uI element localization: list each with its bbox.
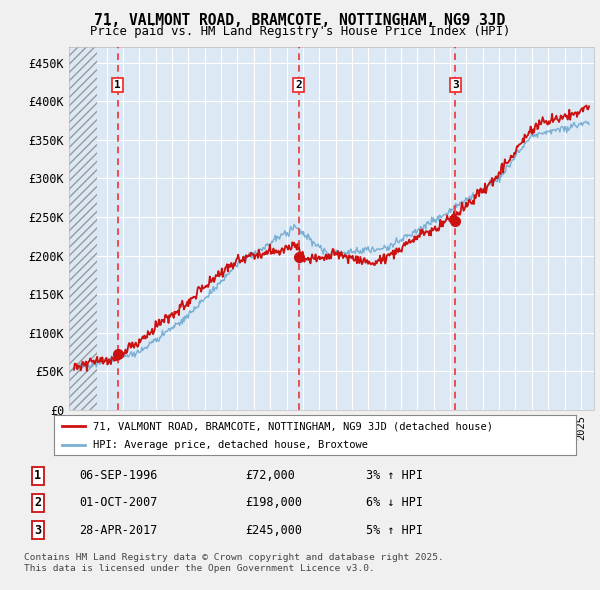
Text: 71, VALMONT ROAD, BRAMCOTE, NOTTINGHAM, NG9 3JD (detached house): 71, VALMONT ROAD, BRAMCOTE, NOTTINGHAM, … [93,421,493,431]
Text: 01-OCT-2007: 01-OCT-2007 [79,496,158,510]
Text: 3: 3 [34,524,41,537]
Text: £245,000: £245,000 [245,524,302,537]
Text: 1: 1 [115,80,121,90]
Text: 2: 2 [295,80,302,90]
Text: 28-APR-2017: 28-APR-2017 [79,524,158,537]
Text: £198,000: £198,000 [245,496,302,510]
Text: 2: 2 [34,496,41,510]
Text: HPI: Average price, detached house, Broxtowe: HPI: Average price, detached house, Brox… [93,440,368,450]
Text: 6% ↓ HPI: 6% ↓ HPI [366,496,423,510]
Text: Price paid vs. HM Land Registry's House Price Index (HPI): Price paid vs. HM Land Registry's House … [90,25,510,38]
Text: 3% ↑ HPI: 3% ↑ HPI [366,469,423,482]
Text: 71, VALMONT ROAD, BRAMCOTE, NOTTINGHAM, NG9 3JD: 71, VALMONT ROAD, BRAMCOTE, NOTTINGHAM, … [94,13,506,28]
Text: Contains HM Land Registry data © Crown copyright and database right 2025.
This d: Contains HM Land Registry data © Crown c… [24,553,444,573]
Text: 06-SEP-1996: 06-SEP-1996 [79,469,158,482]
Text: £72,000: £72,000 [245,469,295,482]
Text: 1: 1 [34,469,41,482]
Text: 5% ↑ HPI: 5% ↑ HPI [366,524,423,537]
Bar [69,47,97,410]
Text: 3: 3 [452,80,458,90]
